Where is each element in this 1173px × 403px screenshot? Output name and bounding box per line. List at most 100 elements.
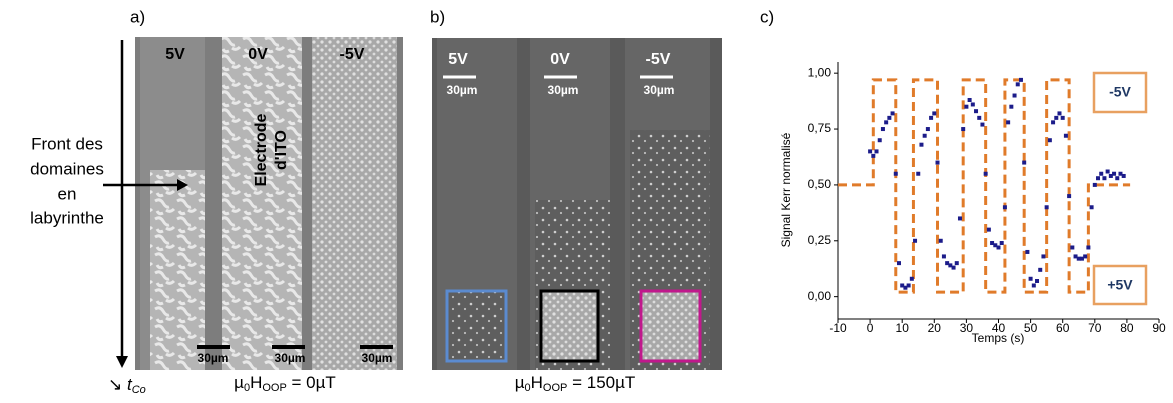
zoom-box xyxy=(539,289,600,363)
data-point xyxy=(1018,77,1023,82)
data-point xyxy=(1092,182,1097,187)
data-point xyxy=(1079,256,1084,261)
voltage-label: -5V xyxy=(340,46,365,63)
data-point xyxy=(884,120,889,125)
data-point xyxy=(1083,254,1088,259)
x-axis-label: Temps (s) xyxy=(972,331,1025,345)
panel-b: b) 5V 0V -5V 30µm 30µm 30µm µ0HOOP = 150… xyxy=(430,7,722,394)
data-point xyxy=(909,276,914,281)
annotation-line: Front des xyxy=(31,134,103,153)
data-point xyxy=(1025,249,1030,254)
x-tick-label: 90 xyxy=(1152,321,1166,335)
scale-label: 30µm xyxy=(198,351,229,365)
data-point xyxy=(1108,173,1113,178)
annotation-line: en xyxy=(58,184,77,203)
data-point xyxy=(1015,82,1020,87)
data-point xyxy=(1057,111,1062,116)
data-point xyxy=(1115,176,1120,181)
data-point xyxy=(1041,254,1046,259)
data-point xyxy=(1054,115,1059,120)
data-point xyxy=(996,245,1001,250)
annotation: -5V xyxy=(1109,84,1131,100)
data-point xyxy=(1012,93,1017,98)
x-tick-label: 80 xyxy=(1120,321,1134,335)
data-point xyxy=(1086,245,1091,250)
arrow-head xyxy=(116,356,128,368)
x-tick-label: 10 xyxy=(896,321,910,335)
data-point xyxy=(906,283,911,288)
y-tick-label: 0,25 xyxy=(808,233,832,247)
data-point xyxy=(1112,171,1117,176)
x-tick-label: 20 xyxy=(928,321,942,335)
data-point xyxy=(1028,276,1033,281)
panel-label: c) xyxy=(760,7,774,26)
data-point xyxy=(974,109,979,114)
voltage-label: 5V xyxy=(448,51,468,68)
data-point xyxy=(900,283,905,288)
data-point xyxy=(877,138,882,143)
data-point xyxy=(893,171,898,176)
data-point xyxy=(938,238,943,243)
data-point xyxy=(871,153,876,158)
electrode-line: d'ITO xyxy=(273,130,290,170)
x-tick-label: 50 xyxy=(1024,321,1038,335)
x-tick-label: 60 xyxy=(1056,321,1070,335)
data-point xyxy=(945,261,950,266)
data-point xyxy=(961,127,966,132)
data-point xyxy=(919,142,924,147)
data-point xyxy=(932,111,937,116)
x-tick-label: 40 xyxy=(992,321,1006,335)
data-point xyxy=(964,104,969,109)
x-tick-label: -10 xyxy=(829,321,847,335)
data-point xyxy=(1044,205,1049,210)
data-point xyxy=(922,133,927,138)
data-point xyxy=(993,243,998,248)
data-point xyxy=(951,265,956,270)
data-point xyxy=(970,102,975,107)
data-point xyxy=(916,171,921,176)
voltage-label: 0V xyxy=(248,46,268,63)
domain-region xyxy=(150,170,205,370)
arrow-head xyxy=(177,179,188,191)
data-point xyxy=(941,254,946,259)
scale-label: 30µm xyxy=(275,351,306,365)
scale-label: 30µm xyxy=(362,351,393,365)
zoom-box xyxy=(445,289,508,363)
data-point xyxy=(1121,173,1126,178)
data-point xyxy=(1031,283,1036,288)
annotation: +5V xyxy=(1107,277,1133,293)
data-point xyxy=(913,238,918,243)
time-axis-label: ↘ tCo xyxy=(108,375,146,395)
data-point xyxy=(1089,205,1094,210)
panel-a: a) 5V 0V -5V 30µm 30µm 30µm Electrode d'… xyxy=(30,7,403,396)
data-point xyxy=(1002,205,1007,210)
data-point xyxy=(929,115,934,120)
voltage-label: 0V xyxy=(550,51,570,68)
scale-label: 30µm xyxy=(644,83,675,97)
annotation-line: labyrinthe xyxy=(30,208,104,227)
data-point xyxy=(948,263,953,268)
data-point xyxy=(1038,267,1043,272)
zoom-box xyxy=(639,289,702,363)
data-point xyxy=(977,115,982,120)
data-point xyxy=(903,285,908,290)
data-point xyxy=(1009,104,1014,109)
scale-label: 30µm xyxy=(548,83,579,97)
y-tick-label: 1,00 xyxy=(808,65,832,79)
data-point xyxy=(1035,279,1040,284)
panel-c: c) Temps (s) Signal Kerr normalisé -5V +… xyxy=(760,7,1166,345)
voltage-label: 5V xyxy=(165,46,185,63)
data-point xyxy=(983,171,988,176)
data-point xyxy=(957,216,962,221)
electrode-label: Electrode d'ITO xyxy=(253,113,290,186)
y-axis-label: Signal Kerr normalisé xyxy=(779,132,793,247)
x-tick-label: 70 xyxy=(1088,321,1102,335)
data-point xyxy=(935,160,940,165)
electrode-strip xyxy=(312,37,397,370)
data-point xyxy=(1006,120,1011,125)
voltage-label: -5V xyxy=(646,51,671,68)
panel-label: a) xyxy=(130,7,145,26)
data-point xyxy=(980,122,985,127)
data-point xyxy=(967,97,972,102)
